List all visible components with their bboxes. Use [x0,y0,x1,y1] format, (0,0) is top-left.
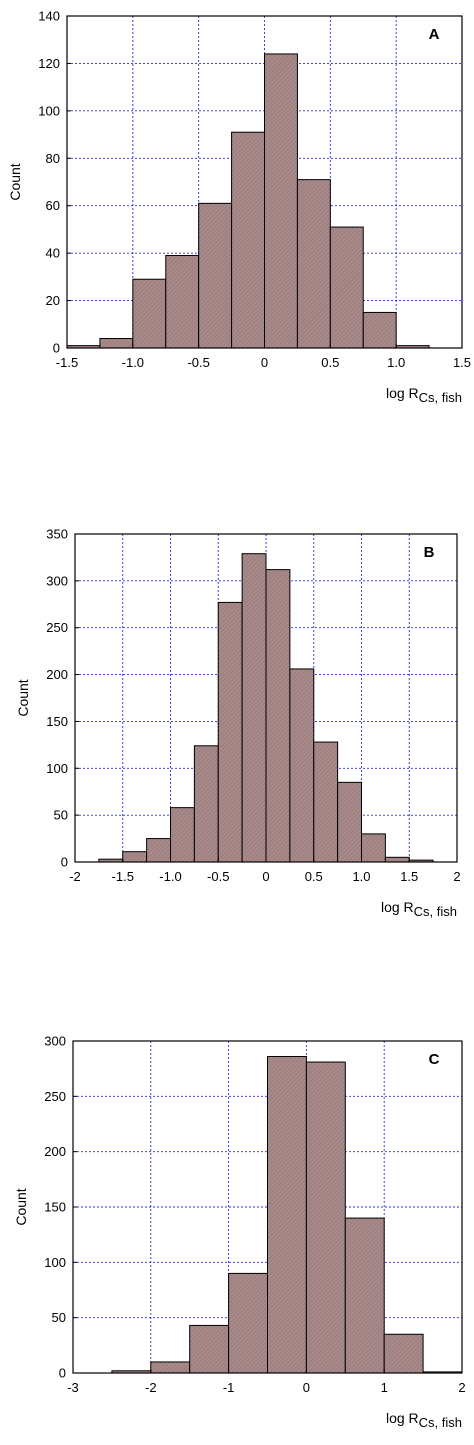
chart-panel-b: -2 -1.5 -1.0 -0.5 0 0.5 1.0 1.5 2 0 50 100 150 200 250… [15,527,461,920]
y-tick-label: 20 [46,293,60,308]
x-tick-label: -1.0 [122,355,144,370]
x-tick-label: 0 [261,355,268,370]
y-tick-label: 50 [54,808,68,823]
y-axis-label: Count [15,679,31,716]
y-tick-label: 250 [46,620,68,635]
histogram-bar [122,851,148,863]
histogram-bar [132,278,167,349]
histogram-bar [264,53,298,349]
histogram-bar [150,1361,191,1374]
histogram-bar [189,1324,230,1374]
x-tick-label: 2 [458,1380,465,1395]
histogram-bar [228,1272,269,1374]
x-axis-label: log RCs, fish [386,1410,462,1430]
x-tick-label: 1.5 [400,869,418,884]
histogram-bar [241,553,267,863]
histogram-bar [344,1217,385,1374]
x-axis-label-main: log R [386,385,419,401]
y-tick-label: 40 [46,246,60,261]
histogram-bar [231,131,265,349]
x-tick-label: -1.0 [159,869,181,884]
x-tick-label: 1 [381,1380,388,1395]
x-tick-label: -0.5 [207,869,229,884]
y-tick-label: 100 [38,103,60,118]
x-tick-label: -1.5 [56,355,78,370]
histogram-bar [329,226,364,349]
x-tick-label: 0 [303,1380,310,1395]
x-tick-label: -2 [145,1380,157,1395]
y-tick-label: 0 [59,1366,66,1381]
histogram-bar [265,569,291,863]
histogram-bar [384,856,410,863]
panel-letter: A [429,26,440,43]
y-tick-label: 50 [52,1310,66,1325]
x-tick-label: -1.5 [112,869,134,884]
histogram-bar [305,1061,346,1374]
x-tick-label: 1.5 [453,355,471,370]
x-tick-label: -3 [67,1380,79,1395]
y-tick-label: 100 [46,761,68,776]
x-axis-label-main: log R [386,1410,419,1426]
x-axis-label-main: log R [381,899,414,915]
x-axis-label-subscript: Cs, fish [419,1415,462,1430]
y-tick-label: 200 [44,1144,66,1159]
x-tick-label: 0.5 [321,355,339,370]
histogram-bar [337,781,362,863]
histogram-bar [361,833,386,863]
y-tick-label: 250 [44,1089,66,1104]
chart-panel-c: -3 -2 -1 0 1 2 0 50 100 150 200 250 300 Count log RCs,… [13,1034,466,1431]
x-axis-label: log RCs, fish [386,385,462,405]
x-tick-label: -2 [69,869,81,884]
histogram-bar [193,745,219,863]
histogram-bar [362,311,397,349]
panel-letter: B [424,544,435,561]
y-tick-label: 0 [61,855,68,870]
x-axis-label: log RCs, fish [381,899,457,919]
x-tick-label: -0.5 [187,355,209,370]
histogram-bar [383,1333,424,1374]
y-axis-label: Count [7,163,23,200]
y-tick-label: 140 [38,9,60,24]
y-tick-label: 60 [46,198,60,213]
histogram-bar [289,668,315,863]
histogram-bar [165,255,200,349]
y-tick-label: 100 [44,1255,66,1270]
chart-panel-a: -1.5 -1.0 -0.5 0 0.5 1.0 1.5 0 20 40 60 80 100 120 140… [7,9,471,406]
y-tick-label: 150 [44,1200,66,1215]
x-axis-label-subscript: Cs, fish [414,904,457,919]
y-tick-label: 300 [44,1034,66,1049]
histogram-bar [296,179,331,349]
x-tick-label: 0 [262,869,269,884]
histogram-bar [99,338,134,349]
histogram-bar [313,741,339,863]
x-tick-label: 1.0 [387,355,405,370]
y-tick-label: 300 [46,573,68,588]
histogram-bar [198,202,233,349]
histogram-bar [170,807,195,863]
y-tick-label: 0 [53,341,60,356]
y-tick-label: 120 [38,56,60,71]
x-tick-label: 0.5 [305,869,323,884]
y-tick-label: 80 [46,151,60,166]
x-tick-label: -1 [223,1380,235,1395]
panel-letter: C [429,1051,440,1068]
x-tick-label: 1.0 [352,869,370,884]
histogram-bar [217,601,243,863]
x-axis-label-subscript: Cs, fish [419,390,462,405]
y-axis-label: Count [13,1188,29,1225]
y-tick-label: 150 [46,714,68,729]
x-tick-label: 2 [453,869,460,884]
histogram-bar [267,1055,307,1374]
histogram-bar [146,838,171,863]
y-tick-label: 350 [46,527,68,542]
y-tick-label: 200 [46,667,68,682]
